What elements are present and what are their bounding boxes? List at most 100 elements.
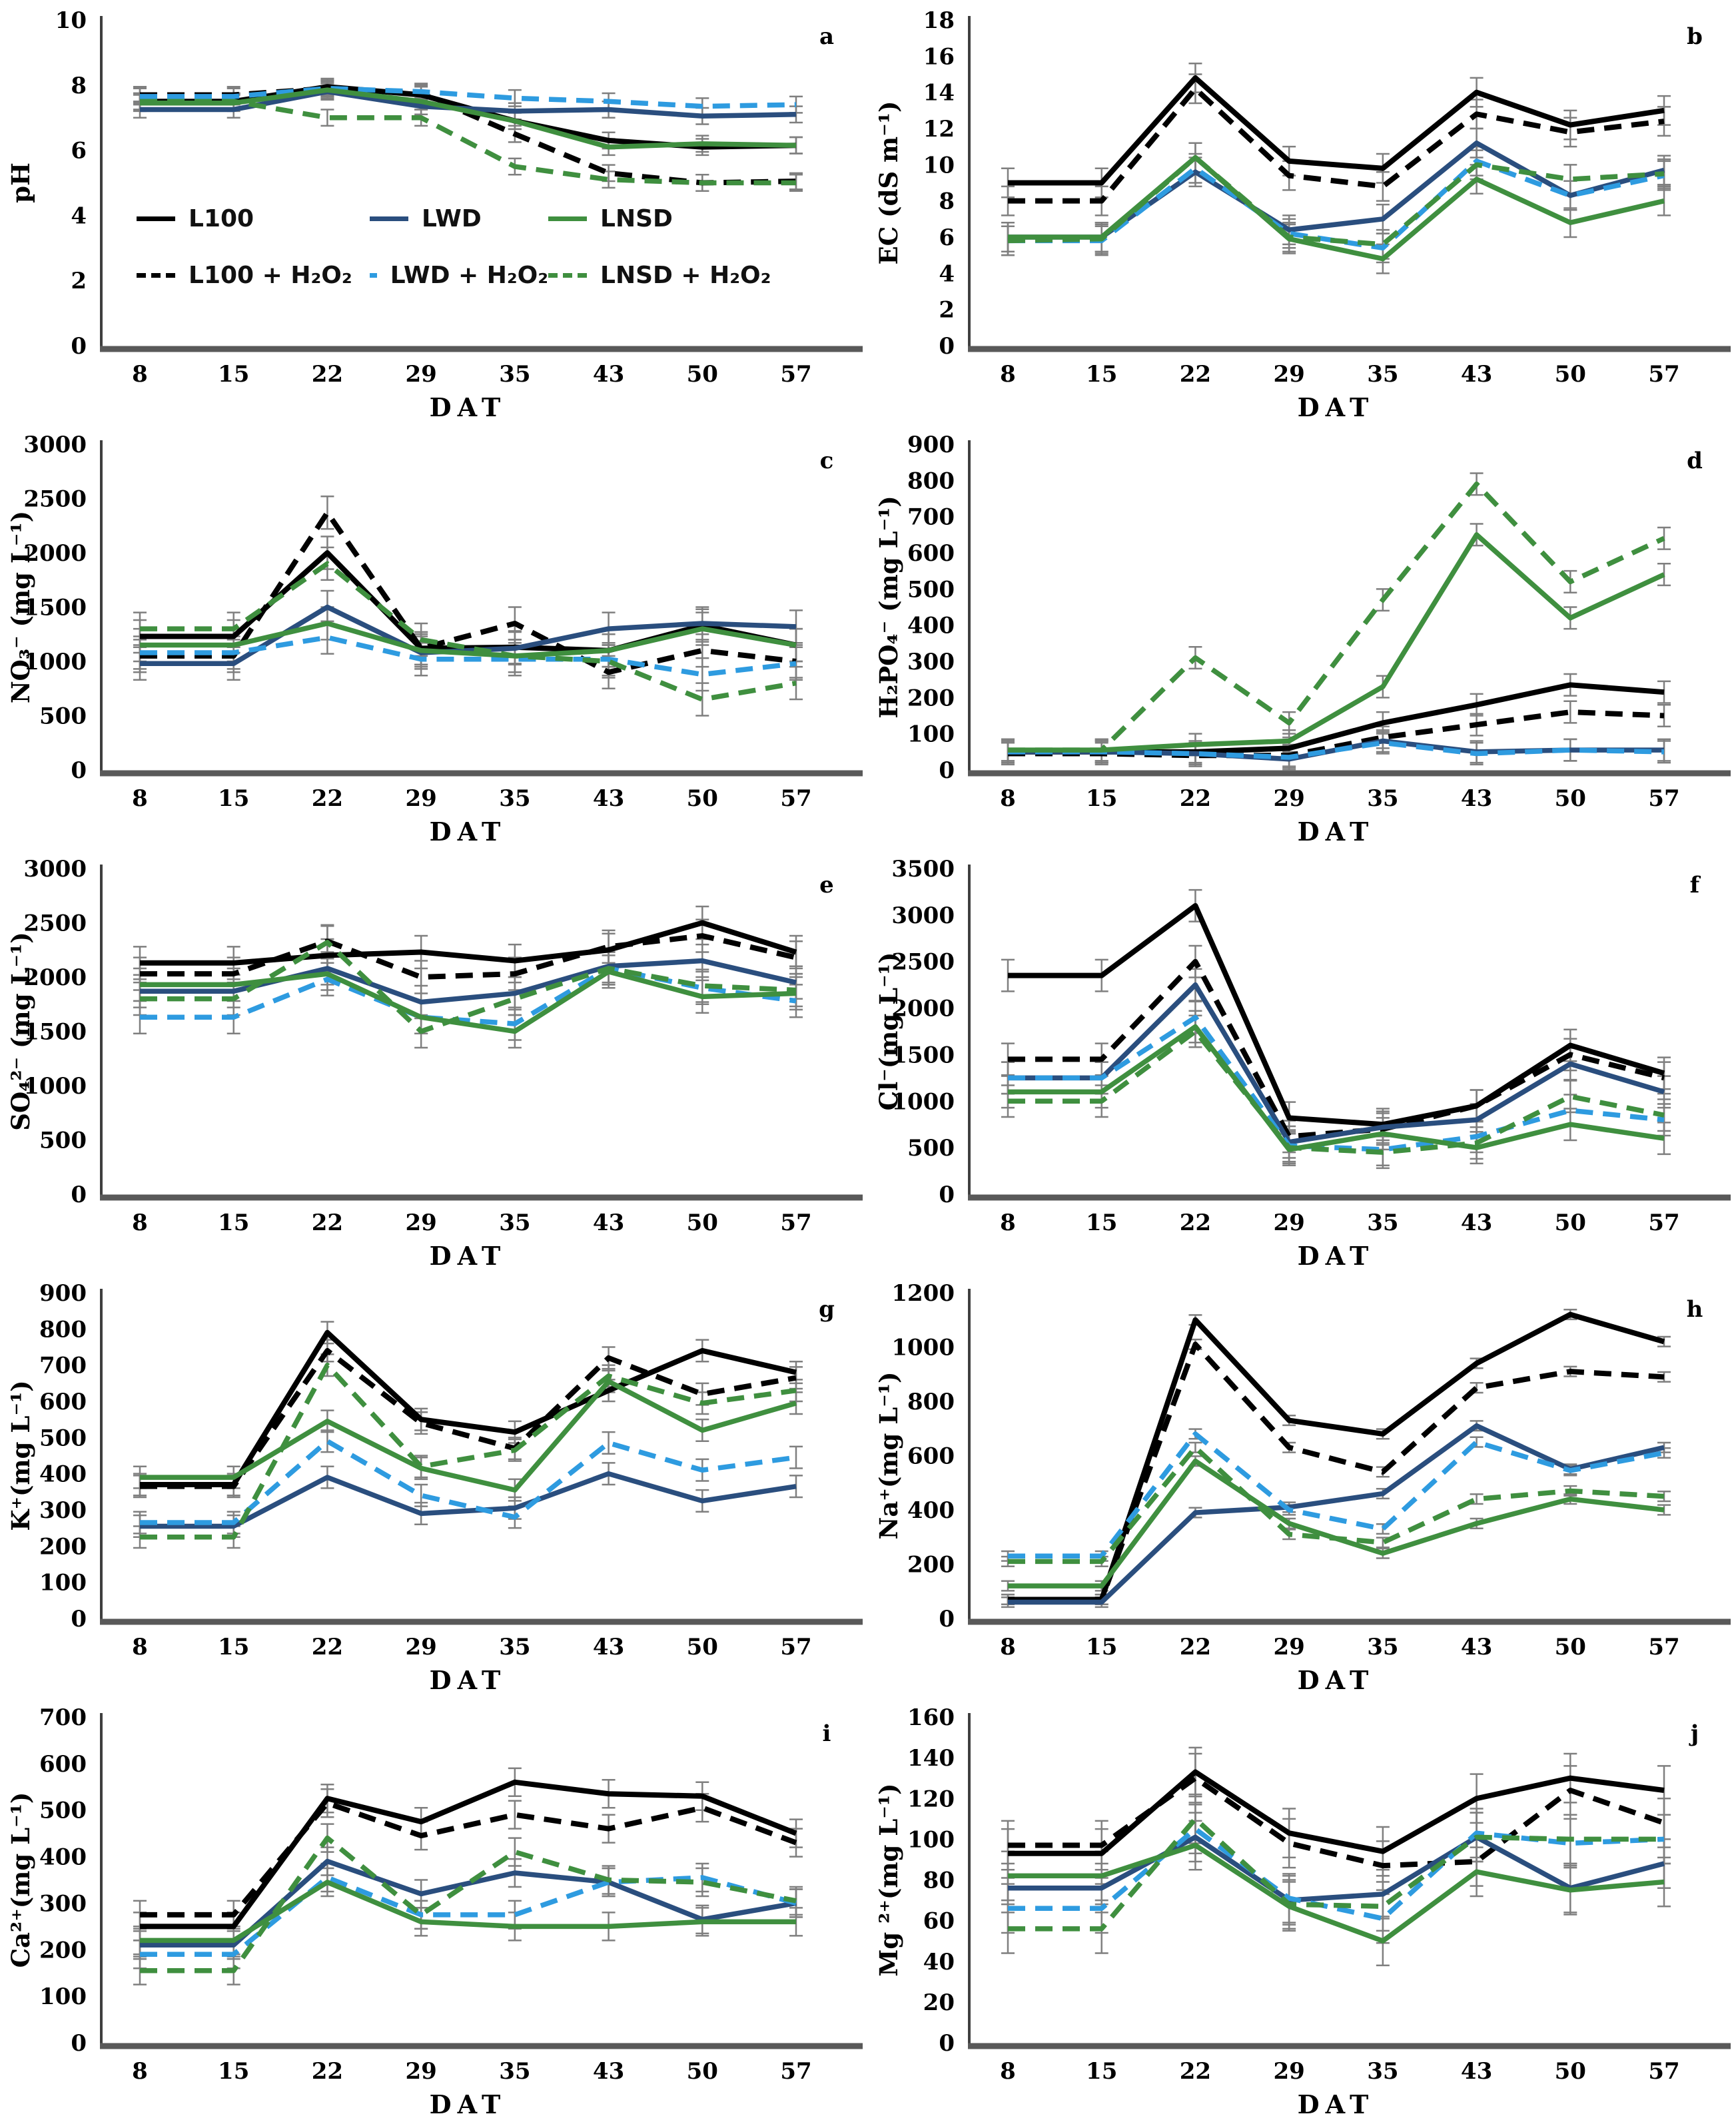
- svg-text:29: 29: [405, 361, 436, 388]
- svg-text:400: 400: [907, 613, 955, 639]
- svg-text:50: 50: [1555, 1210, 1586, 1236]
- svg-text:50: 50: [1555, 2058, 1586, 2085]
- svg-text:200: 200: [39, 1937, 87, 1963]
- svg-text:0: 0: [939, 1606, 955, 1632]
- svg-text:10: 10: [923, 152, 955, 178]
- svg-text:1000: 1000: [23, 649, 87, 675]
- svg-text:500: 500: [39, 1798, 87, 1824]
- svg-text:700: 700: [39, 1704, 87, 1731]
- svg-text:29: 29: [1273, 1634, 1304, 1660]
- svg-text:8: 8: [1000, 2058, 1016, 2085]
- svg-text:15: 15: [218, 1210, 249, 1236]
- svg-text:35: 35: [499, 1210, 530, 1236]
- svg-text:22: 22: [1180, 1634, 1211, 1660]
- svg-text:50: 50: [687, 785, 718, 812]
- svg-text:15: 15: [218, 1634, 249, 1660]
- svg-text:0: 0: [71, 1606, 87, 1632]
- svg-text:800: 800: [907, 1389, 955, 1415]
- svg-text:20: 20: [923, 1989, 955, 2016]
- svg-text:2: 2: [939, 297, 955, 324]
- legend-label-l100-h2o2: L100 + H₂O₂: [189, 262, 352, 289]
- svg-text:DAT: DAT: [430, 1665, 507, 1695]
- legend-swatch-lwd: [370, 216, 408, 221]
- svg-text:22: 22: [1180, 361, 1211, 388]
- svg-text:600: 600: [907, 540, 955, 567]
- svg-text:57: 57: [780, 785, 811, 812]
- svg-text:h: h: [1687, 1296, 1703, 1323]
- svg-text:29: 29: [1273, 2058, 1304, 2085]
- svg-text:15: 15: [1086, 785, 1117, 812]
- svg-text:2000: 2000: [23, 964, 87, 991]
- svg-text:15: 15: [1086, 1634, 1117, 1660]
- svg-text:2500: 2500: [23, 486, 87, 513]
- svg-text:35: 35: [499, 2058, 530, 2085]
- svg-text:6: 6: [939, 224, 955, 251]
- panel-a-ph: 0 2 4 6 8 10 8 15 22 29 35 43 50 57 DAT a pH L100 LWD LN…: [0, 0, 868, 424]
- svg-text:100: 100: [907, 1826, 955, 1853]
- chart-magnesium: 0 20 40 60 80 100 120 140 160 8 15 22 29 35 43 50 57 DAT j…: [874, 1704, 1731, 2119]
- svg-text:SO₄²⁻ (mg L⁻¹): SO₄²⁻ (mg L⁻¹): [6, 932, 35, 1130]
- svg-text:H₂PO₄⁻ (mg L⁻¹): H₂PO₄⁻ (mg L⁻¹): [874, 496, 903, 719]
- svg-text:100: 100: [907, 721, 955, 748]
- svg-text:0: 0: [71, 2030, 87, 2057]
- svg-text:60: 60: [923, 1908, 955, 1935]
- svg-text:22: 22: [312, 1634, 343, 1660]
- svg-text:DAT: DAT: [430, 1241, 507, 1271]
- legend-swatch-l100: [137, 216, 175, 221]
- svg-text:29: 29: [1273, 1210, 1304, 1236]
- svg-text:22: 22: [1180, 785, 1211, 812]
- panel-c-nitrate: 0 500 1000 1500 2000 2500 3000 8 15 22 29 35 43 50 57 D…: [0, 424, 868, 849]
- svg-text:43: 43: [593, 361, 624, 388]
- svg-text:1200: 1200: [891, 1280, 955, 1307]
- svg-text:a: a: [819, 23, 834, 50]
- legend-item-lnsd: LNSD: [548, 205, 775, 232]
- svg-text:15: 15: [1086, 1210, 1117, 1236]
- chart-ph: 0 2 4 6 8 10 8 15 22 29 35 43 50 57 DAT a pH: [6, 7, 863, 422]
- svg-text:10: 10: [55, 7, 87, 34]
- svg-text:22: 22: [312, 2058, 343, 2085]
- svg-text:DAT: DAT: [1298, 817, 1375, 847]
- chart-ec: 0 2 4 6 8 10 12 14 16 18 8 15 22 29 35 43 50 57 DAT b EC (dS…: [874, 7, 1731, 422]
- svg-text:35: 35: [1367, 361, 1398, 388]
- svg-text:35: 35: [1367, 785, 1398, 812]
- svg-text:200: 200: [39, 1533, 87, 1560]
- svg-text:300: 300: [907, 649, 955, 675]
- svg-text:8: 8: [1000, 785, 1016, 812]
- svg-text:c: c: [820, 448, 834, 474]
- svg-text:2000: 2000: [23, 540, 87, 567]
- panel-b-ec: 0 2 4 6 8 10 12 14 16 18 8 15 22 29 35 43 50 57 DAT b EC (dS…: [868, 0, 1736, 424]
- svg-text:900: 900: [39, 1280, 87, 1307]
- svg-text:22: 22: [1180, 2058, 1211, 2085]
- svg-text:f: f: [1690, 872, 1701, 898]
- svg-text:3000: 3000: [23, 856, 87, 883]
- svg-text:0: 0: [939, 333, 955, 360]
- panel-f-chloride: 0 500 1000 1500 2000 2500 3000 3500 8 15 22 29 35 43 5…: [868, 849, 1736, 1273]
- svg-text:35: 35: [1367, 1634, 1398, 1660]
- svg-text:K⁺(mg L⁻¹): K⁺(mg L⁻¹): [6, 1380, 35, 1531]
- svg-text:15: 15: [218, 2058, 249, 2085]
- svg-text:8: 8: [132, 1210, 148, 1236]
- svg-text:18: 18: [923, 7, 955, 34]
- svg-text:57: 57: [1648, 1634, 1679, 1660]
- svg-text:35: 35: [1367, 2058, 1398, 2085]
- panel-j-magnesium: 0 20 40 60 80 100 120 140 160 8 15 22 29 35 43 50 57 DAT j…: [868, 1697, 1736, 2121]
- svg-text:100: 100: [39, 1570, 87, 1596]
- svg-text:35: 35: [499, 785, 530, 812]
- svg-text:DAT: DAT: [1298, 2089, 1375, 2119]
- svg-text:8: 8: [1000, 361, 1016, 388]
- svg-text:2500: 2500: [23, 910, 87, 937]
- svg-text:8: 8: [132, 785, 148, 812]
- svg-text:43: 43: [1461, 785, 1492, 812]
- svg-text:22: 22: [312, 361, 343, 388]
- panel-g-potassium: 0 100 200 300 400 500 600 700 800 900 8 15 22 29 35 43 5…: [0, 1273, 868, 1697]
- svg-text:NO₃⁻ (mg L⁻¹): NO₃⁻ (mg L⁻¹): [6, 511, 35, 703]
- svg-text:1500: 1500: [891, 1042, 955, 1068]
- legend-label-l100: L100: [189, 205, 254, 232]
- svg-text:300: 300: [39, 1890, 87, 1917]
- svg-text:12: 12: [923, 116, 955, 143]
- svg-text:0: 0: [939, 1182, 955, 1208]
- svg-text:3000: 3000: [23, 432, 87, 458]
- panel-i-calcium: 0 100 200 300 400 500 600 700 8 15 22 29 35 43 50 57 DAT…: [0, 1697, 868, 2121]
- svg-text:DAT: DAT: [1298, 392, 1375, 422]
- svg-text:900: 900: [907, 432, 955, 458]
